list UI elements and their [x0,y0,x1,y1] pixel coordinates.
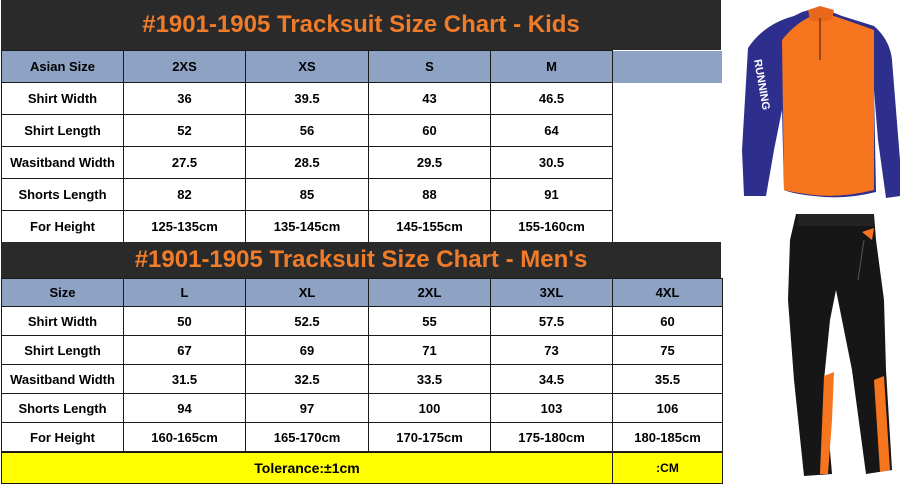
table-cell: 160-165cm [123,422,246,452]
table-row: Wasitband Width 27.5 28.5 29.5 30.5 [1,146,723,179]
table-cell: 91 [490,178,613,211]
kids-empty-cell [612,210,723,243]
table-cell: 31.5 [123,364,246,394]
row-label: For Height [1,422,124,452]
table-cell: 100 [368,393,491,423]
table-cell: 94 [123,393,246,423]
table-cell: 52 [123,114,246,147]
table-cell: 60 [368,114,491,147]
table-cell: 170-175cm [368,422,491,452]
table-cell: 165-170cm [245,422,369,452]
table-cell: 46.5 [490,82,613,115]
table-row: Shirt Width 36 39.5 43 46.5 [1,82,723,115]
kids-size-table: Asian Size 2XS XS S M Shirt Width 36 39.… [1,50,723,243]
row-label: Shirt Width [1,82,124,115]
mens-header-row: Size L XL 2XL 3XL 4XL [1,278,723,307]
table-cell: 32.5 [245,364,369,394]
unit-note: :CM [612,452,723,484]
kids-header-cell: M [490,50,613,83]
table-cell: 34.5 [490,364,613,394]
table-cell: 35.5 [612,364,723,394]
table-cell: 82 [123,178,246,211]
table-cell: 43 [368,82,491,115]
kids-header-row: Asian Size 2XS XS S M [1,50,723,83]
table-cell: 155-160cm [490,210,613,243]
tracksuit-product-image: RUNNING [742,6,900,476]
table-cell: 97 [245,393,369,423]
table-cell: 88 [368,178,491,211]
table-cell: 73 [490,335,613,365]
table-cell: 57.5 [490,306,613,336]
table-row: For Height 125-135cm 135-145cm 145-155cm… [1,210,723,243]
row-label: Shorts Length [1,393,124,423]
table-cell: 52.5 [245,306,369,336]
mens-header-cell: 4XL [612,278,723,307]
table-cell: 60 [612,306,723,336]
table-cell: 30.5 [490,146,613,179]
kids-empty-cell [612,114,723,147]
table-cell: 50 [123,306,246,336]
table-row: Shirt Width 50 52.5 55 57.5 60 [1,306,723,336]
table-row: Shorts Length 94 97 100 103 106 [1,393,723,423]
kids-empty-cell [612,50,723,83]
table-row: Wasitband Width 31.5 32.5 33.5 34.5 35.5 [1,364,723,394]
table-cell: 103 [490,393,613,423]
table-cell: 56 [245,114,369,147]
table-cell: 28.5 [245,146,369,179]
table-cell: 27.5 [123,146,246,179]
kids-title-bar: #1901-1905 Tracksuit Size Chart - Kids [1,0,721,50]
mens-header-cell: 2XL [368,278,491,307]
table-cell: 71 [368,335,491,365]
mens-header-cell: L [123,278,246,307]
tolerance-footer: Tolerance:±1cm :CM [1,452,723,484]
kids-header-cell: Asian Size [1,50,124,83]
kids-header-cell: XS [245,50,369,83]
table-cell: 39.5 [245,82,369,115]
row-label: Wasitband Width [1,146,124,179]
row-label: Shorts Length [1,178,124,211]
kids-header-cell: S [368,50,491,83]
mens-header-cell: Size [1,278,124,307]
table-cell: 55 [368,306,491,336]
table-cell: 180-185cm [612,422,723,452]
row-label: Shirt Length [1,114,124,147]
jacket-illustration: RUNNING [742,6,900,198]
table-cell: 67 [123,335,246,365]
row-label: For Height [1,210,124,243]
row-label: Shirt Width [1,306,124,336]
table-cell: 69 [245,335,369,365]
table-cell: 29.5 [368,146,491,179]
pants-illustration [788,214,892,476]
mens-title-bar: #1901-1905 Tracksuit Size Chart - Men's [1,242,721,278]
table-row: Shorts Length 82 85 88 91 [1,178,723,211]
mens-size-table: Size L XL 2XL 3XL 4XL Shirt Width 50 52.… [1,278,723,452]
table-cell: 36 [123,82,246,115]
row-label: Wasitband Width [1,364,124,394]
row-label: Shirt Length [1,335,124,365]
kids-empty-cell [612,146,723,179]
table-row: Shirt Length 67 69 71 73 75 [1,335,723,365]
table-cell: 106 [612,393,723,423]
tolerance-note: Tolerance:±1cm [1,452,613,484]
table-cell: 85 [245,178,369,211]
kids-header-cell: 2XS [123,50,246,83]
table-cell: 33.5 [368,364,491,394]
table-row: For Height 160-165cm 165-170cm 170-175cm… [1,422,723,452]
kids-empty-cell [612,82,723,115]
mens-header-cell: 3XL [490,278,613,307]
kids-title: #1901-1905 Tracksuit Size Chart - Kids [142,11,580,38]
table-row: Shirt Length 52 56 60 64 [1,114,723,147]
table-cell: 64 [490,114,613,147]
table-cell: 175-180cm [490,422,613,452]
table-cell: 145-155cm [368,210,491,243]
kids-empty-cell [612,178,723,211]
table-cell: 135-145cm [245,210,369,243]
mens-title: #1901-1905 Tracksuit Size Chart - Men's [134,246,588,273]
table-cell: 75 [612,335,723,365]
mens-header-cell: XL [245,278,369,307]
table-cell: 125-135cm [123,210,246,243]
